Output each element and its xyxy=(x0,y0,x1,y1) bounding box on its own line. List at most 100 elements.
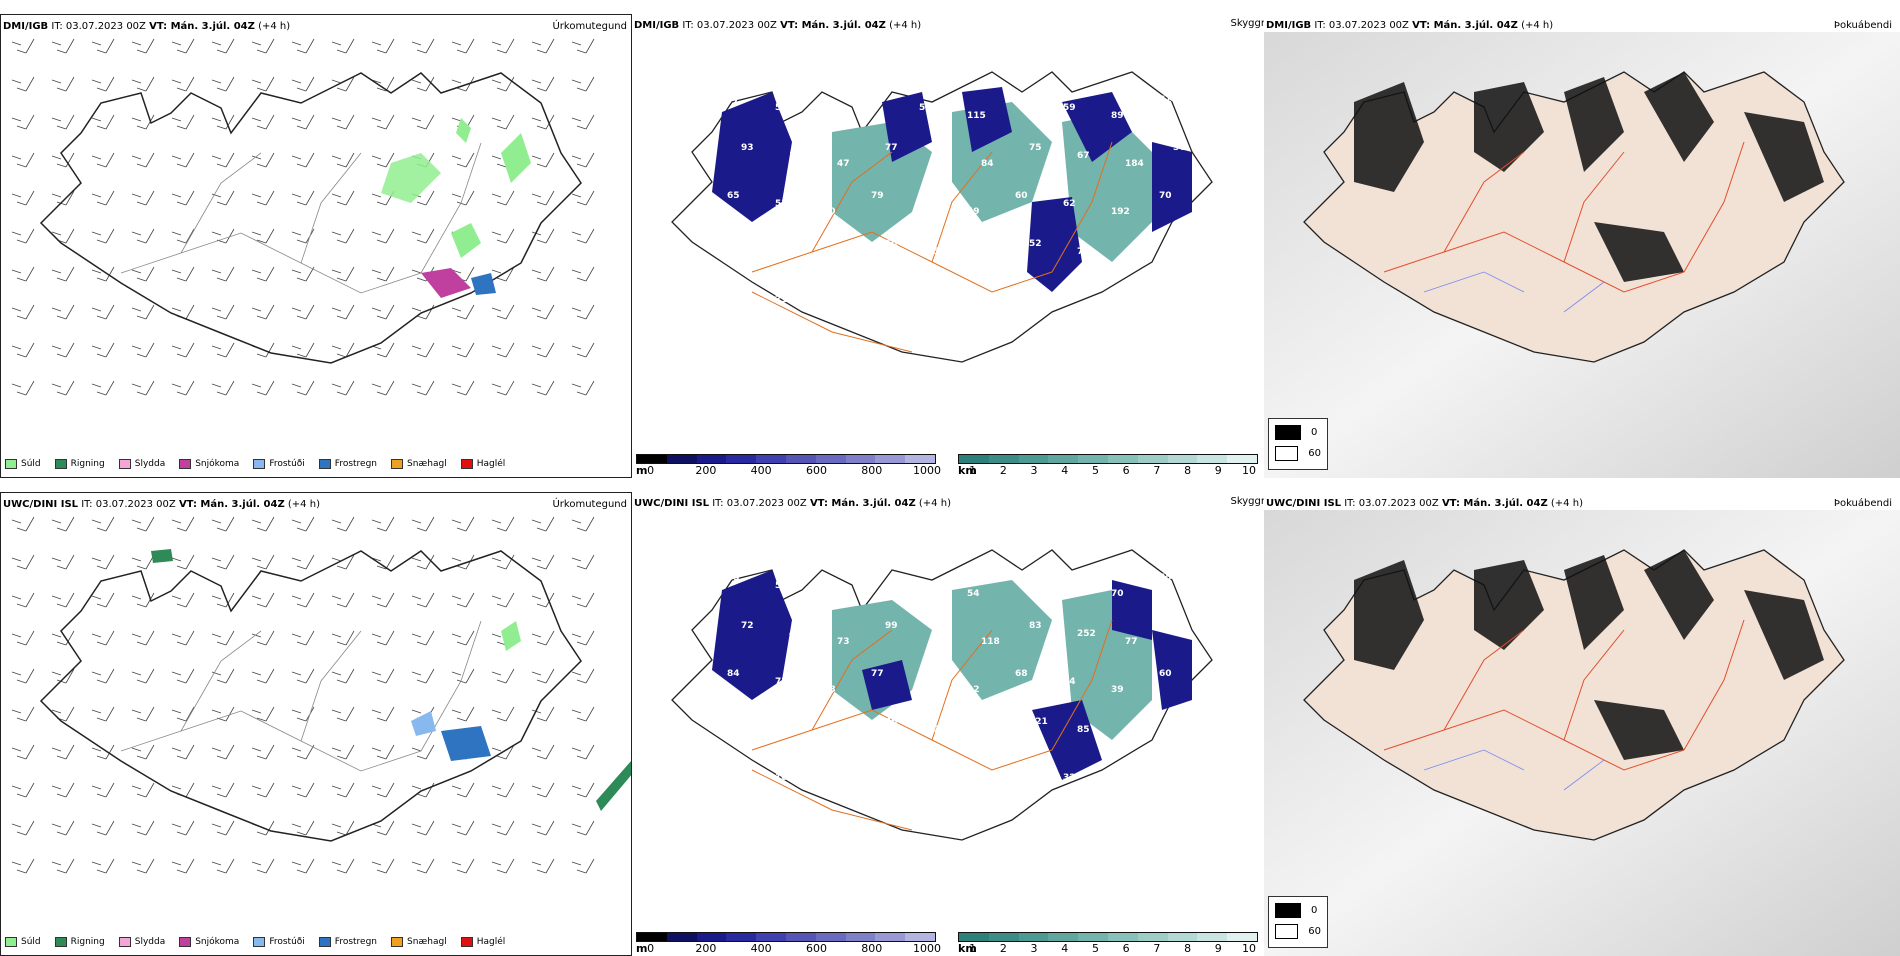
legend-label: Haglél xyxy=(476,459,506,469)
colorbar-tick: 5 xyxy=(1091,942,1099,955)
ceiling-label: 85 xyxy=(1077,725,1090,735)
ceiling-label: 32 xyxy=(1063,773,1076,783)
ceiling-label: 83 xyxy=(1159,287,1172,297)
wind-barb xyxy=(51,516,75,532)
legend-label: Rigning xyxy=(70,459,105,469)
ceiling-label: 93 xyxy=(741,143,754,153)
colorbar-tick: 4 xyxy=(1061,464,1069,477)
legend-swatch xyxy=(179,937,192,947)
wind-barb xyxy=(51,592,75,608)
legend-swatch xyxy=(253,459,266,469)
wind-barb xyxy=(211,266,235,282)
wind-barb xyxy=(331,380,355,396)
wind-barb xyxy=(51,858,75,874)
wind-barb xyxy=(491,554,515,570)
ceiling-label: 111 xyxy=(967,303,986,313)
wind-barb xyxy=(91,228,115,244)
wind-barb xyxy=(291,668,315,684)
colorbar-tick: 4 xyxy=(1061,942,1069,955)
wind-barb xyxy=(11,554,35,570)
panel-title: Þokuábendi xyxy=(1833,498,1892,509)
wind-barb xyxy=(131,820,155,836)
ceiling-label: 53 xyxy=(871,765,884,775)
wind-barb xyxy=(251,228,275,244)
colorbar-tick: 9 xyxy=(1214,464,1222,477)
wind-barb xyxy=(571,228,595,244)
wind-barb xyxy=(331,668,355,684)
wind-barb xyxy=(291,516,315,532)
wind-barb xyxy=(51,820,75,836)
wind-barb xyxy=(571,706,595,722)
ceiling-label: 70 xyxy=(1159,191,1172,201)
wind-barb xyxy=(11,858,35,874)
wind-barb xyxy=(491,304,515,320)
legend-swatch xyxy=(460,459,473,469)
panel-header: UWC/DINI ISL IT: 03.07.2023 00Z VT: Mán.… xyxy=(634,498,951,509)
wind-barb xyxy=(131,668,155,684)
wind-barb xyxy=(411,516,435,532)
legend-label: Súld xyxy=(21,937,41,947)
wind-barb xyxy=(11,820,35,836)
wind-barb xyxy=(11,190,35,206)
wind-barb xyxy=(491,114,515,130)
ceiling-label: 51 xyxy=(919,103,932,113)
ceiling-label: 72 xyxy=(919,581,932,591)
wind-barb xyxy=(211,820,235,836)
colorbar-tick: 6 xyxy=(1122,464,1130,477)
panel-title: Úrkomutegund xyxy=(552,21,627,32)
wind-barb xyxy=(51,38,75,54)
wind-barb xyxy=(371,782,395,798)
legend-item-0: Súld xyxy=(5,459,41,469)
ceiling-label: 56 xyxy=(1173,621,1186,631)
ceiling-label: 49 xyxy=(789,629,802,639)
ceiling-label: 68 xyxy=(1015,669,1028,679)
ceiling-label: 85 xyxy=(727,573,740,583)
wind-barb xyxy=(131,304,155,320)
wind-barb xyxy=(491,190,515,206)
wind-barb xyxy=(291,706,315,722)
wind-barb xyxy=(291,744,315,760)
colorbar-tick: 10 xyxy=(1242,464,1256,477)
ceiling-label: 62 xyxy=(981,733,994,743)
wind-barb xyxy=(211,342,235,358)
wind-barb xyxy=(411,342,435,358)
fog-panel-bottom: UWC/DINI ISL IT: 03.07.2023 00Z VT: Mán.… xyxy=(1264,492,1900,956)
wind-barb xyxy=(331,744,355,760)
ceiling-label: 52 xyxy=(1029,239,1042,249)
precip-type-panel-bottom: UWC/DINI ISL IT: 03.07.2023 00Z VT: Mán.… xyxy=(0,492,632,956)
wind-barb xyxy=(491,228,515,244)
wind-barb xyxy=(51,266,75,282)
legend-swatch xyxy=(5,937,17,947)
valid-time: VT: Mán. 3.júl. 04Z xyxy=(149,21,255,32)
legend-item-1: Rigning xyxy=(54,937,105,947)
wind-barb xyxy=(171,152,195,168)
wind-barb xyxy=(131,706,155,722)
wind-barb xyxy=(51,114,75,130)
wind-barb xyxy=(291,782,315,798)
precip-map xyxy=(11,516,631,874)
colorbar-tick: 2 xyxy=(999,942,1007,955)
wind-barb xyxy=(451,342,475,358)
wind-barb xyxy=(171,342,195,358)
wind-barb xyxy=(91,858,115,874)
precip-areas xyxy=(151,549,631,811)
panel-header: DMI/IGB IT: 03.07.2023 00Z VT: Mán. 3.jú… xyxy=(3,21,290,32)
wind-barb xyxy=(251,668,275,684)
wind-barb xyxy=(131,782,155,798)
ceiling-label: 139 xyxy=(741,717,760,727)
wind-barb xyxy=(331,782,355,798)
ceiling-label: 192 xyxy=(1111,207,1130,217)
wind-barb xyxy=(211,114,235,130)
ceiling-label: 40 xyxy=(823,111,836,121)
colorbar-tick: 800 xyxy=(861,942,883,955)
wind-barb xyxy=(131,342,155,358)
wind-barb xyxy=(171,706,195,722)
ceiling-label: 62 xyxy=(1063,295,1076,305)
wind-barb xyxy=(331,554,355,570)
wind-barb xyxy=(251,190,275,206)
wind-barb xyxy=(171,114,195,130)
ceiling-label: 115 xyxy=(967,111,986,121)
wind-barb xyxy=(131,152,155,168)
ceiling-label: 65 xyxy=(727,191,740,201)
wind-barb xyxy=(131,38,155,54)
